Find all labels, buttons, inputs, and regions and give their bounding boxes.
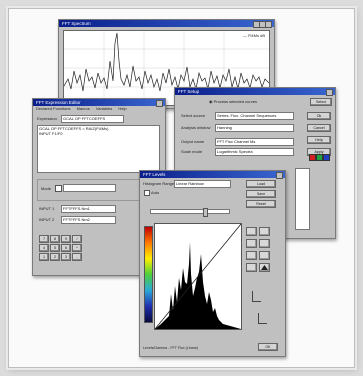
spectrum-title: FFT Spectrum <box>62 21 91 26</box>
setup-row-label: Select source <box>181 113 206 118</box>
key-divide[interactable]: / <box>72 235 82 243</box>
levels-status: Levels/Gamma - FFT Flux (Linear) <box>143 346 199 350</box>
close-button[interactable] <box>156 100 163 107</box>
expression-text-area[interactable]: GCAL OP FFTCOEFFS = RAIZ(Fl4Ms) INPUT F1… <box>37 125 160 173</box>
select-button[interactable]: Select <box>310 98 332 106</box>
slider-thumb[interactable] <box>203 208 208 217</box>
menu-item[interactable]: Help <box>118 106 127 111</box>
setup-list[interactable] <box>295 168 310 230</box>
save-button[interactable]: Save <box>246 190 276 198</box>
key-2[interactable]: 2 <box>50 253 60 261</box>
gamma-curve <box>155 224 241 329</box>
menu-item[interactable]: Macros <box>76 106 90 111</box>
mode-field[interactable] <box>63 184 116 192</box>
help-button[interactable]: Help <box>307 136 331 144</box>
color-ramp <box>144 226 153 323</box>
triangle-icon[interactable] <box>259 263 270 272</box>
editor-title: FFT Expression Editor <box>36 100 81 105</box>
levels-window: FFT Levels Histogram Range Linear Rainbo… <box>139 170 286 357</box>
key-8[interactable]: 8 <box>50 235 60 243</box>
editor-menubar: Declared Functions Macros Variables Help <box>33 106 165 112</box>
green-swatch[interactable] <box>316 154 323 161</box>
tool-button[interactable] <box>246 251 257 260</box>
arrow-icon[interactable] <box>258 313 267 324</box>
spectrum-legend: — Fl4Ms dB <box>242 33 265 38</box>
cancel-button[interactable]: Cancel <box>307 124 331 132</box>
blue-swatch[interactable] <box>323 154 330 161</box>
ok-button[interactable]: Ok <box>307 112 331 120</box>
spectrum-plot-area[interactable]: — Fl4Ms dB <box>63 30 270 106</box>
histogram-graph <box>155 224 241 329</box>
reset-button[interactable]: Reset <box>246 200 276 208</box>
mode-label: Mode <box>41 186 52 191</box>
key-7[interactable]: 7 <box>39 235 49 243</box>
spectrum-titlebar[interactable]: FFT Spectrum <box>59 20 274 28</box>
source-select[interactable]: Series: Flux, Channel Sequences <box>215 112 294 120</box>
key-4[interactable]: 4 <box>39 244 49 252</box>
setup-titlebar[interactable]: FFT Setup <box>175 88 335 96</box>
scale-mode-field[interactable]: Logarithmic Spectra <box>215 148 294 156</box>
histogram-bars <box>155 242 241 329</box>
key-multiply[interactable]: * <box>72 244 82 252</box>
histogram-plot[interactable] <box>154 223 242 330</box>
ok-button[interactable]: OK <box>258 343 278 351</box>
close-button[interactable] <box>326 89 333 96</box>
load-button[interactable]: Load <box>246 180 276 188</box>
levels-titlebar[interactable]: FFT Levels <box>140 171 285 179</box>
editor-titlebar[interactable]: FFT Expression Editor <box>33 99 165 107</box>
spectrum-window: FFT Spectrum — Fl4Ms dB <box>58 19 275 109</box>
auto-checkbox[interactable] <box>144 190 150 196</box>
expression-label: Expression <box>37 116 57 121</box>
arrow-icon[interactable] <box>252 291 261 302</box>
red-swatch[interactable] <box>309 154 316 161</box>
mode-checkbox[interactable] <box>55 185 62 192</box>
input-2-label: INPUT 2 <box>39 217 55 222</box>
key-1[interactable]: 1 <box>39 253 49 261</box>
level-slider[interactable] <box>150 208 230 217</box>
key-5[interactable]: 5 <box>50 244 60 252</box>
tool-button[interactable] <box>246 263 257 272</box>
tool-button[interactable] <box>259 251 270 260</box>
colormap-label: Histogram Range <box>143 181 175 186</box>
key-minus[interactable]: - <box>72 253 82 261</box>
close-button[interactable] <box>265 21 272 28</box>
expression-line-2: INPUT F1/F0 <box>39 131 63 136</box>
input-1-field[interactable]: FFTFFFS.Nm1 <box>61 205 116 213</box>
setup-row-label: Scale mode <box>181 149 203 154</box>
key-6[interactable]: 6 <box>61 244 71 252</box>
key-9[interactable]: 9 <box>61 235 71 243</box>
menu-item[interactable]: Declared Functions <box>36 106 71 111</box>
expression-line-1: GCAL OP FFTCOEFFS = RAIZ(Fl4Ms) <box>39 126 109 131</box>
close-button[interactable] <box>276 172 283 179</box>
setup-title: FFT Setup <box>178 89 200 94</box>
process-option[interactable]: ◉ Process selected curves <box>209 99 257 104</box>
input-1-label: INPUT 1 <box>39 206 55 211</box>
setup-row-label: Output name <box>181 139 205 144</box>
input-2-field[interactable]: FFTFFFS.Nm2 <box>61 216 116 224</box>
tool-button[interactable] <box>259 239 270 248</box>
key-3[interactable]: 3 <box>61 253 71 261</box>
setup-row-label: Analysis window <box>181 125 211 130</box>
levels-title: FFT Levels <box>143 172 166 177</box>
auto-label: Auto <box>151 190 160 195</box>
window-select[interactable]: Hanning <box>215 124 294 132</box>
colormap-select[interactable]: Linear Rainbow <box>174 180 231 188</box>
output-name-field[interactable]: FFT Flux Channel Ms <box>215 138 294 146</box>
tool-button[interactable] <box>246 239 257 248</box>
spectrum-line <box>64 32 269 92</box>
tool-button[interactable] <box>246 227 257 236</box>
expression-name-field[interactable]: GCAL OP FFTCOEFFS <box>61 115 124 123</box>
menu-item[interactable]: Variables <box>95 106 113 111</box>
tool-button[interactable] <box>259 227 270 236</box>
